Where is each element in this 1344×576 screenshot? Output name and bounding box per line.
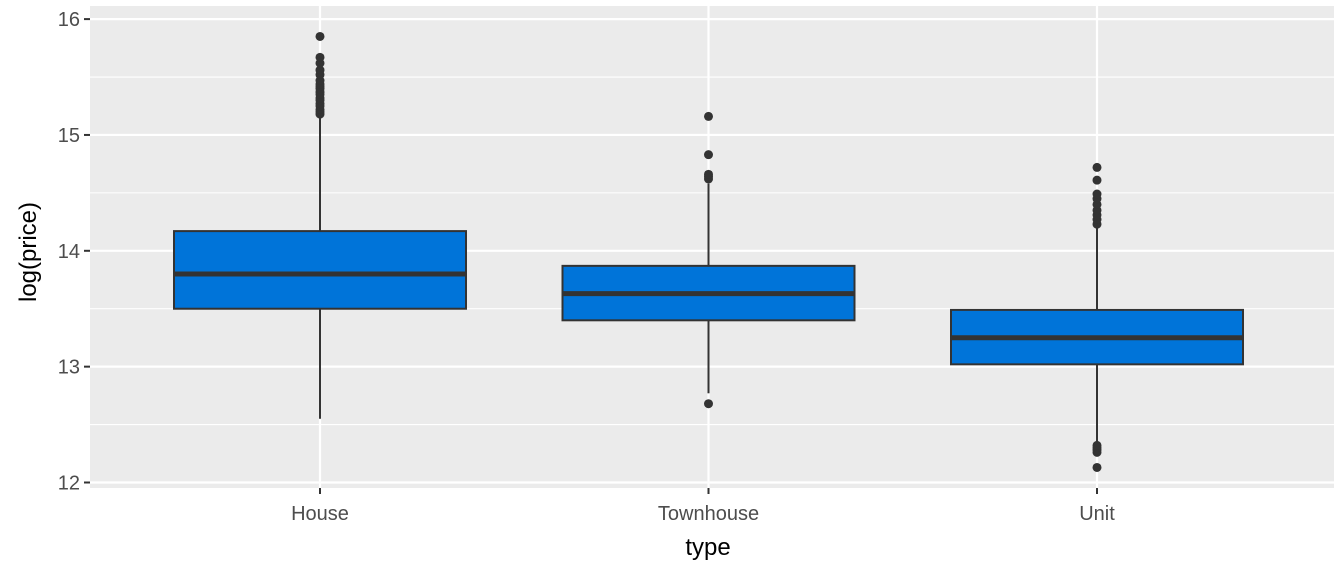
outlier-point <box>1092 462 1102 472</box>
outlier-point <box>315 65 325 75</box>
y-tick-label: 14 <box>58 241 80 263</box>
y-tick-label: 12 <box>58 473 80 495</box>
outlier-point <box>704 111 713 121</box>
box-townhouse <box>561 111 856 409</box>
y-tick-label: 13 <box>58 357 80 379</box>
outlier-point <box>315 52 325 62</box>
box-house <box>173 31 467 419</box>
outlier-point <box>704 150 713 160</box>
outlier-point <box>704 169 713 179</box>
outlier-point <box>1092 189 1102 199</box>
box-unit <box>950 162 1244 472</box>
outlier-point <box>1092 162 1102 172</box>
x-axis-title: type <box>685 534 730 561</box>
boxes <box>173 31 1244 472</box>
iqr-box <box>173 230 467 310</box>
x-tick-label: Unit <box>1079 503 1115 525</box>
outlier-point <box>1092 175 1102 185</box>
y-tick-label: 16 <box>58 9 80 31</box>
axes: 12 13 14 15 16 House Townhouse Unit <box>58 9 1115 525</box>
outlier-point <box>315 31 325 41</box>
x-tick-label: House <box>291 503 349 525</box>
outlier-point <box>1092 440 1102 450</box>
y-tick-label: 15 <box>58 125 80 147</box>
x-tick-label: Townhouse <box>658 503 759 525</box>
y-axis-title: log(price) <box>15 202 42 302</box>
outlier-point <box>704 399 713 409</box>
